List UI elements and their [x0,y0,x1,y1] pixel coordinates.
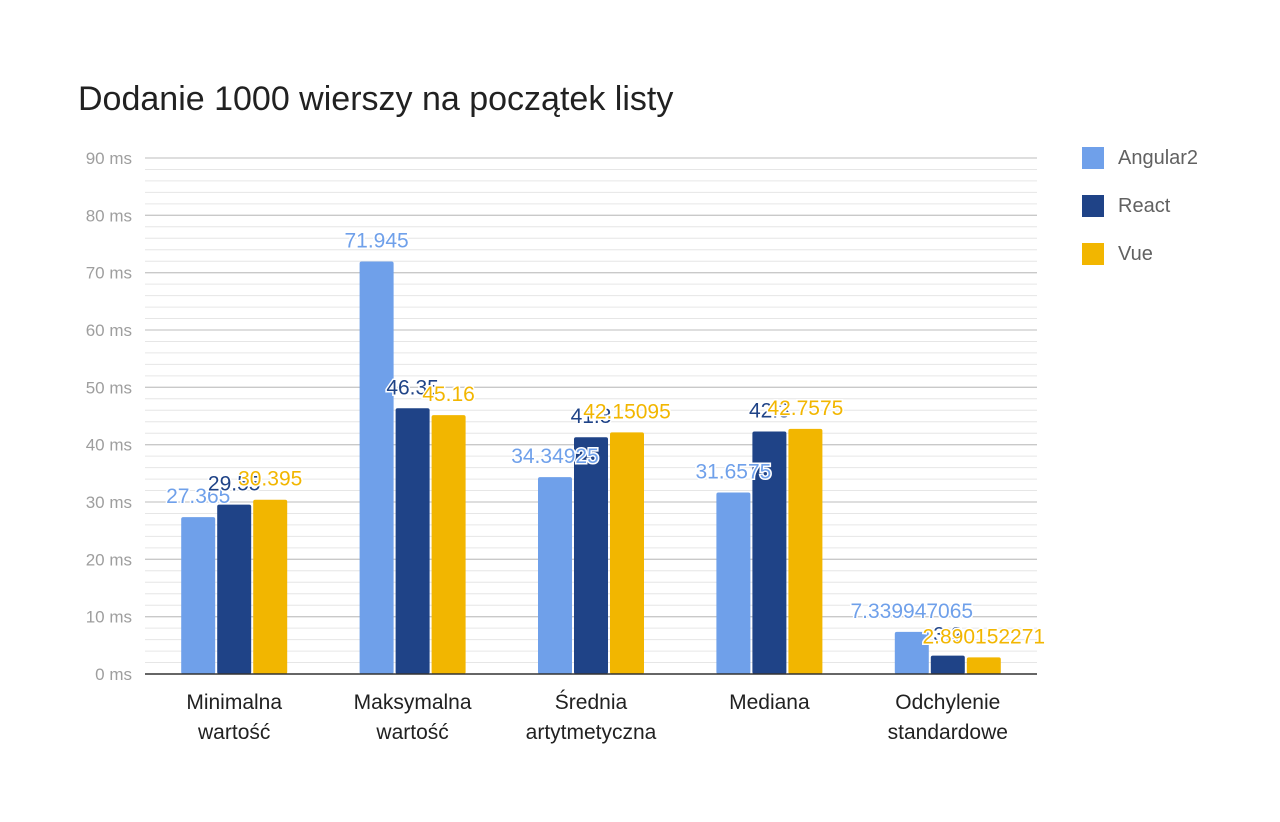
data-label: 34.34925 [511,445,599,468]
data-label: 42.15095 [583,400,671,423]
bar-angular2 [894,631,929,674]
legend-swatch [1082,147,1104,169]
x-tick-label: Maksymalna [354,691,472,714]
chart-title: Dodanie 1000 wierszy na początek listy [78,80,674,118]
y-axis-ticks: 0 ms 10 ms 20 ms 30 ms 40 ms 50 ms 60 ms 70 ms 8… [86,149,132,684]
bar-angular2 [181,517,216,674]
x-tick-label: artytmetyczna [526,721,657,744]
y-tick-label: 10 ms [86,608,132,627]
y-tick-label: 90 ms [86,149,132,168]
data-label: 31.6575 [695,460,771,483]
legend-item: Angular2 [1082,146,1198,170]
data-label: 45.16 [422,383,475,406]
bar-angular2 [538,477,572,674]
data-label: 46.35 [386,376,439,399]
data-label: 42.3 [749,399,790,422]
data-label: 7.339947065 [850,600,973,623]
y-tick-label: 70 ms [86,264,132,283]
bar-react [574,437,608,674]
legend-label: React [1118,194,1171,217]
legend: Angular2 React Vue [1082,146,1198,290]
bar-angular2 [716,492,751,674]
y-tick-label: 30 ms [86,493,132,512]
bar-vue [431,415,466,674]
bar-vue [966,657,1001,674]
bar-react [217,504,252,674]
x-tick-label: wartość [197,721,270,744]
bar-react [930,655,965,674]
data-label: 29.55 [208,473,261,496]
bar-react [395,408,430,674]
data-label: 27.365 [166,485,230,508]
bar-angular2 [359,261,394,674]
x-tick-label: wartość [375,721,448,744]
data-label: 2.890152271 [922,625,1045,648]
y-tick-label: 50 ms [86,378,132,397]
data-label: 3.2 [933,624,962,647]
data-label: 42.7575 [767,397,843,420]
data-label: 41.3 [571,405,612,428]
x-tick-label: Minimalna [186,691,282,714]
y-tick-label: 0 ms [95,665,132,684]
y-tick-label: 20 ms [86,550,132,569]
data-label: 30.395 [238,468,302,491]
x-tick-label: Mediana [729,691,810,714]
bar-vue [788,428,823,674]
legend-label: Vue [1118,242,1153,265]
y-tick-label: 60 ms [86,321,132,340]
bar-vue [253,499,288,674]
data-label: 71.945 [344,230,408,253]
x-tick-label: Średnia [555,690,628,714]
bar-react [752,431,787,674]
y-tick-label: 40 ms [86,436,132,455]
y-tick-label: 80 ms [86,206,132,225]
x-tick-label: standardowe [888,721,1008,744]
legend-item: React [1082,194,1198,218]
bars [181,261,1001,674]
legend-label: Angular2 [1118,146,1199,169]
bar-vue [610,432,644,674]
legend-swatch [1082,195,1104,217]
legend-item: Vue [1082,242,1198,266]
x-tick-label: Odchylenie [895,691,1000,714]
legend-swatch [1082,243,1104,265]
x-axis-labels: Minimalna wartość Maksymalna wartość Średnia… [186,690,1008,744]
